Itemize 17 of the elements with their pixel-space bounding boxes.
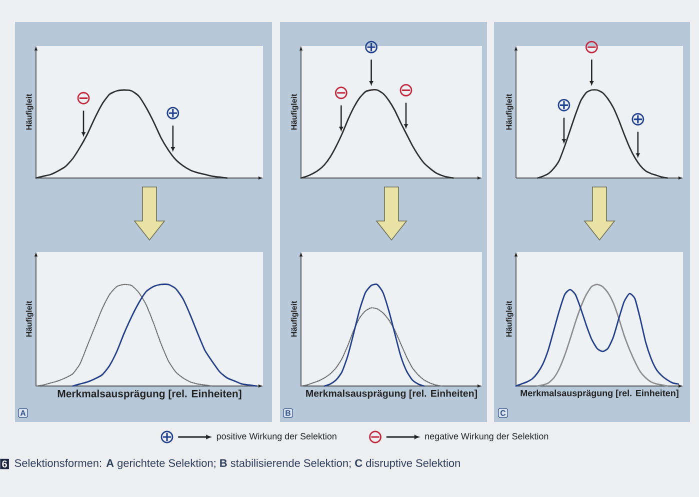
annotation: ⊕: [365, 40, 378, 54]
annotation: ⊖: [77, 92, 90, 104]
text: negative Wirkung der Selektion: [425, 432, 548, 442]
text: 6: [2, 460, 7, 468]
annotation: ⊖: [334, 86, 348, 100]
annotation: ⊕: [166, 106, 180, 120]
annotation: ⊖: [585, 40, 598, 54]
x-axis-title: Merkmalsausprägung [rel. Einheiten]: [306, 390, 477, 399]
text: ⊖: [369, 430, 382, 444]
text: Selektionsformen: A gerichtete Selektion; B stabilisierende Selektion; C disruptive Selektion: [14, 458, 460, 470]
x-axis-title: Merkmalsausprägung [rel. Einheiten]: [520, 390, 678, 398]
annotation: ⊕: [632, 113, 644, 126]
x-axis-title: Merkmalsausprägung [rel. Einheiten]: [58, 390, 242, 400]
annotation: ⊕: [558, 98, 570, 112]
text: ⊕: [160, 430, 174, 444]
text: positive Wirkung der Selektion: [216, 432, 336, 442]
annotation: ⊖: [400, 84, 412, 96]
